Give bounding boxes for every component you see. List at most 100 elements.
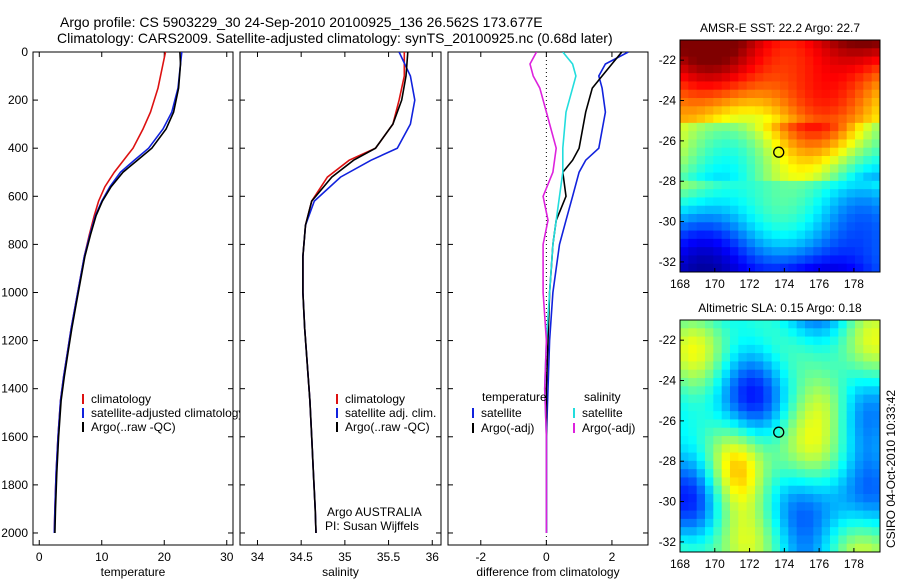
map-cell: [688, 328, 698, 338]
map-cell: [763, 106, 773, 116]
map-cell: [771, 114, 781, 124]
map-cell: [780, 444, 789, 454]
map-cell: [738, 394, 748, 404]
map-cell: [855, 73, 864, 82]
map-cell: [871, 238, 881, 248]
map-cell: [771, 494, 781, 503]
annotation-line: PI: Susan Wijffels: [325, 519, 419, 533]
map-cell: [738, 361, 748, 371]
map-cell: [713, 156, 723, 165]
x-tick-label: 0: [543, 550, 550, 564]
map-cell: [738, 205, 748, 215]
map-cell: [730, 452, 739, 462]
map-cell: [713, 419, 723, 429]
map-cell: [871, 205, 881, 215]
map-cell: [780, 378, 789, 387]
map-cell: [805, 40, 814, 49]
map-cell: [838, 230, 848, 240]
map-cell: [755, 444, 764, 454]
map-cell: [705, 427, 714, 437]
map-cell: [830, 64, 839, 74]
map-cell: [821, 56, 831, 66]
map-cell: [846, 131, 856, 140]
map-cell: [763, 172, 773, 182]
map-cell: [855, 452, 864, 462]
map-cell: [863, 361, 873, 371]
map-cell: [830, 518, 839, 528]
map-cell: [830, 255, 839, 265]
map-cell: [763, 214, 773, 223]
map-cell: [855, 402, 864, 412]
map-cell: [805, 328, 814, 338]
map-cell: [680, 180, 689, 190]
map-cell: [730, 477, 739, 487]
map-cell: [846, 452, 856, 462]
map-cell: [813, 336, 823, 346]
map-cell: [771, 460, 781, 470]
map-cell: [871, 510, 881, 520]
map-cell: [713, 361, 723, 371]
map-cell: [821, 361, 831, 371]
map-cell: [788, 411, 798, 420]
map-cell: [796, 411, 806, 420]
map-cell: [738, 527, 748, 536]
map-cell: [830, 172, 839, 182]
map-cell: [855, 139, 864, 149]
map-cell: [696, 48, 706, 58]
map-cell: [821, 485, 831, 495]
map-cell: [788, 247, 798, 256]
map-cell: [821, 411, 831, 420]
map-cell: [788, 48, 798, 58]
map-cell: [788, 535, 798, 545]
map-cell: [863, 336, 873, 346]
map-cell: [730, 543, 739, 553]
map-cell: [730, 122, 739, 132]
map-cell: [746, 114, 756, 124]
map-cell: [705, 469, 714, 478]
map-cell: [730, 510, 739, 520]
map-cell: [805, 98, 814, 107]
map-cell: [855, 427, 864, 437]
map-cell: [771, 73, 781, 82]
map-cell: [838, 369, 848, 379]
map-cell: [830, 394, 839, 404]
map-cell: [871, 494, 881, 503]
map-cell: [771, 436, 781, 445]
map-cell: [696, 263, 706, 273]
map-cell: [788, 180, 798, 190]
map-cell: [813, 131, 823, 140]
map-cell: [680, 386, 689, 396]
map-cell: [838, 477, 848, 487]
map-cell: [738, 214, 748, 223]
map-cell: [721, 344, 731, 354]
map-cell: [696, 56, 706, 66]
map-cell: [780, 48, 789, 58]
map-cell: [713, 147, 723, 157]
map-cell: [805, 48, 814, 58]
map-cell: [771, 40, 781, 49]
map-cell: [755, 543, 764, 553]
map-cell: [863, 369, 873, 379]
map-cell: [846, 378, 856, 387]
map-cell: [721, 436, 731, 445]
map-cell: [755, 353, 764, 362]
map-cell: [846, 353, 856, 362]
map-cell: [813, 180, 823, 190]
sst-map-panel: 168 170 172 174 176 178 -22 -24 -26 -28 -30 -32 AMSR…: [659, 21, 881, 291]
map-cell: [705, 353, 714, 362]
map-cell: [863, 394, 873, 404]
map-cell: [705, 263, 714, 273]
map-cell: [788, 361, 798, 371]
map-cell: [813, 172, 823, 182]
map-cell: [696, 122, 706, 132]
map-cell: [763, 197, 773, 207]
map-cell: [746, 518, 756, 528]
map-cell: [813, 427, 823, 437]
map-cell: [713, 56, 723, 66]
map-cell: [830, 56, 839, 66]
map-cell: [821, 369, 831, 379]
map-cell: [738, 436, 748, 445]
map-cell: [846, 222, 856, 232]
map-cell: [846, 427, 856, 437]
map-cell: [688, 402, 698, 412]
